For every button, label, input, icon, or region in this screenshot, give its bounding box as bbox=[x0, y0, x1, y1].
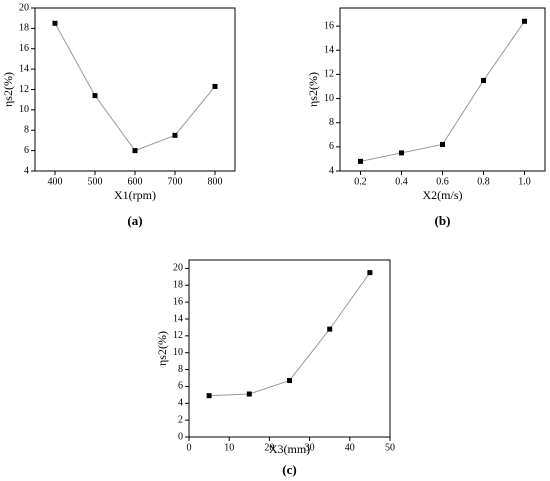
x-tick-label: 50 bbox=[385, 442, 395, 453]
plot-frame bbox=[188, 259, 391, 438]
x-tick-label: 0 bbox=[187, 442, 192, 453]
x-tick-label: 0.4 bbox=[395, 176, 408, 187]
y-tick-label: 16 bbox=[173, 296, 183, 307]
data-line bbox=[54, 23, 216, 152]
data-point bbox=[172, 132, 178, 138]
y-axis-label: ηs2(%) bbox=[1, 72, 15, 107]
y-tick-label: 4 bbox=[24, 165, 29, 176]
y-tick-label: 8 bbox=[24, 125, 29, 136]
data-point bbox=[327, 326, 333, 332]
data-line bbox=[360, 20, 525, 162]
y-tick-label: 16 bbox=[19, 43, 29, 54]
y-tick-label: 14 bbox=[19, 63, 29, 74]
x-tick-label: 0.6 bbox=[436, 176, 449, 187]
y-axis-label: ηs2(%) bbox=[306, 72, 320, 107]
data-point bbox=[212, 83, 218, 89]
x-tick-label: 0.2 bbox=[354, 176, 367, 187]
caption: (c) bbox=[282, 462, 296, 477]
x-axis-label: X3(mm) bbox=[269, 442, 310, 456]
x-tick-label: 40 bbox=[345, 442, 355, 453]
y-axis-label: ηs2(%) bbox=[155, 331, 169, 366]
y-tick-label: 12 bbox=[19, 84, 29, 95]
y-tick-label: 0 bbox=[178, 431, 183, 442]
y-tick-label: 6 bbox=[24, 145, 29, 156]
data-point bbox=[287, 378, 292, 384]
data-line bbox=[209, 272, 371, 397]
x-tick-label: 500 bbox=[88, 176, 103, 187]
x-tick-label: 600 bbox=[128, 176, 143, 187]
caption: (a) bbox=[127, 213, 142, 228]
y-tick-label: 18 bbox=[19, 23, 29, 34]
data-point bbox=[399, 150, 404, 156]
data-point bbox=[440, 141, 445, 147]
y-tick-label: 2 bbox=[178, 414, 183, 425]
data-point bbox=[92, 93, 98, 99]
y-tick-label: 12 bbox=[173, 330, 183, 341]
y-tick-label: 20 bbox=[173, 263, 183, 274]
x-tick-label: 0.8 bbox=[477, 176, 490, 187]
y-tick-label: 20 bbox=[19, 2, 29, 13]
x-tick-label: 700 bbox=[168, 176, 183, 187]
x-tick-label: 800 bbox=[208, 176, 223, 187]
data-point bbox=[358, 158, 363, 164]
data-point bbox=[132, 148, 138, 154]
x-axis-label: X2(m/s) bbox=[423, 188, 463, 202]
y-tick-label: 8 bbox=[178, 364, 183, 375]
plot-frame bbox=[34, 7, 236, 172]
y-tick-label: 10 bbox=[173, 347, 183, 358]
y-tick-label: 18 bbox=[173, 280, 183, 291]
y-tick-label: 16 bbox=[324, 20, 334, 31]
x-tick-label: 30 bbox=[305, 442, 315, 453]
data-point bbox=[246, 391, 252, 397]
y-tick-label: 4 bbox=[178, 398, 183, 409]
x-tick-label: 10 bbox=[224, 442, 234, 453]
data-point bbox=[367, 270, 373, 276]
x-tick-label: 20 bbox=[264, 442, 274, 453]
caption: (b) bbox=[435, 213, 451, 228]
y-tick-label: 6 bbox=[178, 381, 183, 392]
y-tick-label: 4 bbox=[329, 165, 334, 176]
data-point bbox=[522, 18, 527, 24]
y-tick-label: 14 bbox=[173, 313, 183, 324]
y-tick-label: 10 bbox=[324, 93, 334, 104]
x-tick-label: 400 bbox=[48, 176, 63, 187]
y-tick-label: 12 bbox=[324, 69, 334, 80]
y-tick-label: 14 bbox=[324, 45, 334, 56]
y-tick-label: 10 bbox=[19, 104, 29, 115]
x-tick-label: 1.0 bbox=[518, 176, 531, 187]
data-point bbox=[52, 20, 58, 26]
data-point bbox=[481, 77, 486, 83]
x-axis-label: X1(rpm) bbox=[114, 188, 156, 202]
data-point bbox=[206, 393, 212, 399]
y-tick-label: 6 bbox=[329, 141, 334, 152]
y-tick-label: 8 bbox=[329, 117, 334, 128]
